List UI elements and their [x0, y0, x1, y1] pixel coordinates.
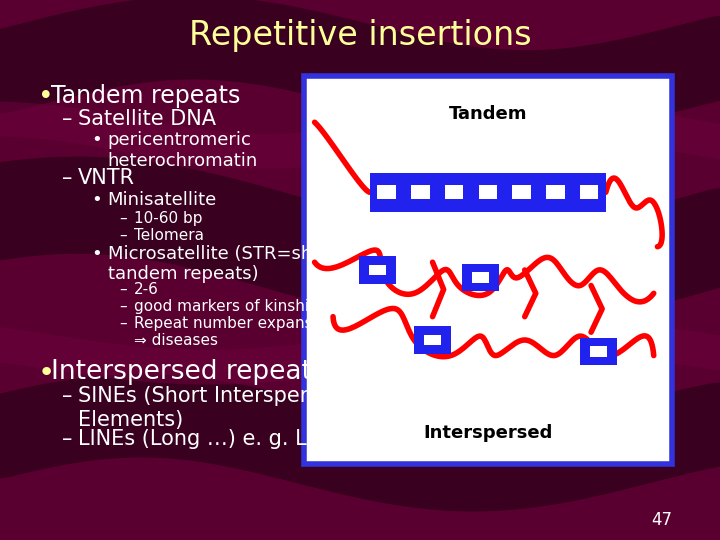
Text: pericentromeric
heterochromatin: pericentromeric heterochromatin	[107, 131, 258, 170]
Text: 10-60 bp: 10-60 bp	[134, 211, 202, 226]
Bar	[377, 185, 396, 199]
Bar	[546, 185, 564, 199]
Bar	[445, 185, 464, 199]
Text: Tandem repeats: Tandem repeats	[51, 84, 240, 107]
Text: 47: 47	[651, 511, 672, 529]
Text: Interspersed: Interspersed	[423, 424, 552, 442]
Text: Repeat number expansion
⇒ diseases: Repeat number expansion ⇒ diseases	[134, 316, 336, 348]
FancyBboxPatch shape	[304, 76, 672, 464]
Bar	[411, 185, 430, 199]
Text: good markers of kinship: good markers of kinship	[134, 299, 319, 314]
Bar	[590, 346, 607, 357]
Bar	[424, 335, 441, 346]
Text: –: –	[63, 168, 73, 188]
Bar	[513, 185, 531, 199]
Bar	[359, 256, 396, 284]
Text: –: –	[119, 282, 127, 297]
Text: VNTR: VNTR	[78, 168, 135, 188]
Text: –: –	[119, 228, 127, 242]
Text: –: –	[63, 109, 73, 129]
Text: –: –	[119, 299, 127, 314]
Bar	[472, 272, 489, 283]
Text: •: •	[91, 191, 102, 209]
Bar	[580, 338, 617, 365]
Text: •: •	[38, 359, 55, 387]
Text: –: –	[63, 387, 73, 407]
Bar	[370, 173, 606, 212]
Text: –: –	[119, 211, 127, 226]
Bar	[479, 185, 497, 199]
Bar	[580, 185, 598, 199]
Bar	[414, 326, 451, 354]
Text: •: •	[38, 84, 53, 110]
Text: SINEs (Short Interspersed
Elements): SINEs (Short Interspersed Elements)	[78, 387, 345, 430]
Text: –: –	[63, 429, 73, 449]
Text: Repetitive insertions: Repetitive insertions	[189, 18, 531, 52]
Text: Satellite DNA: Satellite DNA	[78, 109, 216, 129]
Text: Minisatellite: Minisatellite	[107, 191, 217, 209]
Text: –: –	[119, 316, 127, 331]
Text: Interspersed repeats:: Interspersed repeats:	[51, 359, 335, 384]
Text: Telomera: Telomera	[134, 228, 204, 242]
Bar	[369, 265, 386, 275]
Text: LINEs (Long …) e. g. L1: LINEs (Long …) e. g. L1	[78, 429, 320, 449]
Text: •: •	[91, 245, 102, 262]
Text: •: •	[91, 131, 102, 149]
Text: Tandem: Tandem	[449, 105, 527, 124]
Text: 2-6: 2-6	[134, 282, 159, 297]
Text: Microsatellite (STR=short
tandem repeats): Microsatellite (STR=short tandem repeats…	[107, 245, 338, 284]
Bar	[462, 264, 499, 292]
